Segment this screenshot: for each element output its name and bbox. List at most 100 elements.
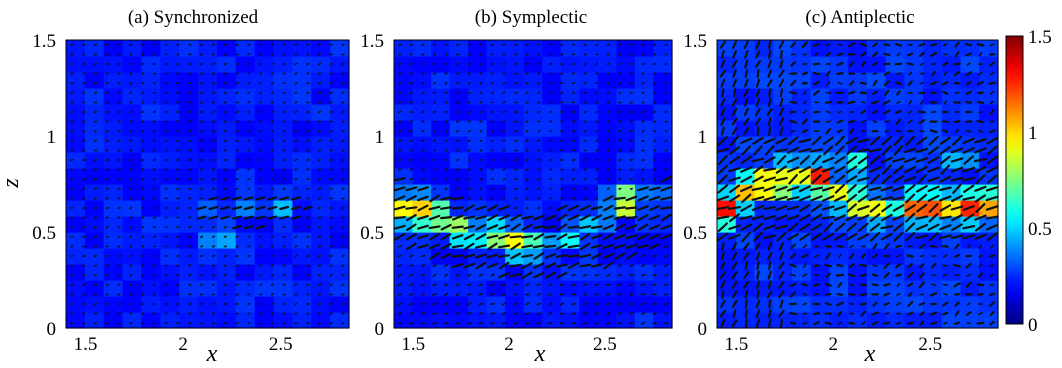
director-rod	[70, 101, 74, 104]
director-rod	[94, 321, 97, 325]
director-rod	[837, 81, 843, 85]
director-rod	[259, 177, 263, 181]
heatmap-cell	[979, 56, 999, 73]
director-rod	[938, 234, 952, 240]
director-rod	[267, 196, 278, 201]
heatmap-cell	[866, 200, 887, 217]
director-rod	[537, 53, 541, 56]
director-rod	[294, 178, 298, 181]
director-rod	[906, 62, 914, 66]
director-rod	[717, 135, 728, 146]
heatmap-cell	[866, 296, 887, 313]
director-rod	[451, 206, 464, 210]
director-rod	[129, 302, 133, 306]
director-rod	[117, 168, 121, 171]
director-rod	[591, 214, 603, 221]
director-rod	[235, 110, 239, 114]
heatmap-cell	[449, 152, 469, 169]
heatmap-cell	[560, 72, 580, 89]
heatmap-cell	[560, 152, 580, 169]
director-rod	[117, 264, 121, 267]
director-rod	[974, 165, 987, 174]
director-rod	[282, 293, 286, 296]
director-rod	[341, 178, 345, 181]
director-rod	[660, 206, 673, 210]
director-rod	[801, 118, 808, 125]
director-rod	[847, 90, 856, 95]
director-rod	[579, 214, 591, 221]
director-rod	[788, 174, 798, 185]
heatmap-cell	[311, 104, 331, 121]
director-rod	[405, 206, 418, 210]
director-rod	[743, 88, 750, 97]
director-rod	[536, 321, 541, 325]
director-rod	[629, 72, 633, 75]
heatmap-cell	[273, 72, 293, 89]
heatmap-cell	[653, 56, 673, 73]
director-rod	[560, 101, 564, 104]
heatmap-cell	[141, 264, 161, 281]
panel-c-ytick-1.5: 1.5	[683, 31, 707, 52]
director-rod	[966, 273, 972, 277]
heatmap-cell	[160, 104, 180, 121]
director-rod	[833, 194, 847, 202]
director-rod	[755, 78, 761, 88]
director-rod	[164, 110, 168, 114]
heatmap-cell	[579, 104, 599, 121]
director-rod	[548, 187, 552, 191]
director-rod	[617, 321, 623, 325]
heatmap-cell	[84, 184, 105, 201]
director-rod	[836, 301, 844, 307]
heatmap-cell	[523, 200, 543, 217]
director-rod	[881, 164, 892, 175]
director-rod	[779, 299, 784, 309]
director-rod	[498, 234, 510, 240]
director-rod	[223, 264, 227, 267]
director-rod	[235, 274, 239, 277]
director-rod	[223, 120, 227, 123]
director-rod	[664, 120, 668, 123]
director-rod	[524, 293, 530, 296]
director-rod	[664, 53, 668, 56]
director-rod	[475, 253, 487, 259]
heatmap-cell	[66, 296, 86, 313]
director-rod	[282, 312, 286, 315]
director-rod	[259, 273, 263, 277]
director-rod	[451, 244, 464, 249]
director-rod	[282, 158, 286, 162]
director-rod	[802, 302, 808, 306]
director-rod	[653, 168, 657, 171]
director-rod	[478, 302, 484, 306]
director-rod	[989, 320, 995, 326]
heatmap-cell	[754, 56, 774, 73]
director-rod	[397, 293, 403, 296]
director-rod	[536, 302, 542, 306]
director-rod	[664, 91, 668, 94]
director-rod	[82, 130, 86, 133]
director-rod	[648, 224, 661, 231]
director-rod	[813, 264, 820, 268]
director-rod	[556, 233, 568, 241]
director-rod	[908, 71, 913, 76]
director-rod	[919, 311, 925, 317]
director-rod	[916, 193, 928, 203]
director-rod	[318, 321, 322, 325]
director-rod	[986, 174, 998, 184]
director-rod	[409, 91, 413, 95]
heatmap-cell	[254, 248, 275, 265]
director-rod	[812, 62, 821, 66]
heatmap-cell	[560, 312, 580, 329]
director-rod	[129, 101, 133, 104]
director-rod	[129, 72, 133, 75]
director-rod	[306, 139, 310, 142]
heatmap-cell	[486, 248, 506, 265]
director-rod	[478, 293, 484, 296]
director-rod	[717, 174, 728, 185]
director-rod	[895, 118, 902, 125]
director-rod	[432, 168, 437, 171]
heatmap-cell	[523, 56, 543, 73]
heatmap-cell	[542, 56, 562, 73]
director-rod	[822, 136, 834, 145]
director-rod	[394, 195, 406, 202]
heatmap-cell	[866, 120, 887, 137]
